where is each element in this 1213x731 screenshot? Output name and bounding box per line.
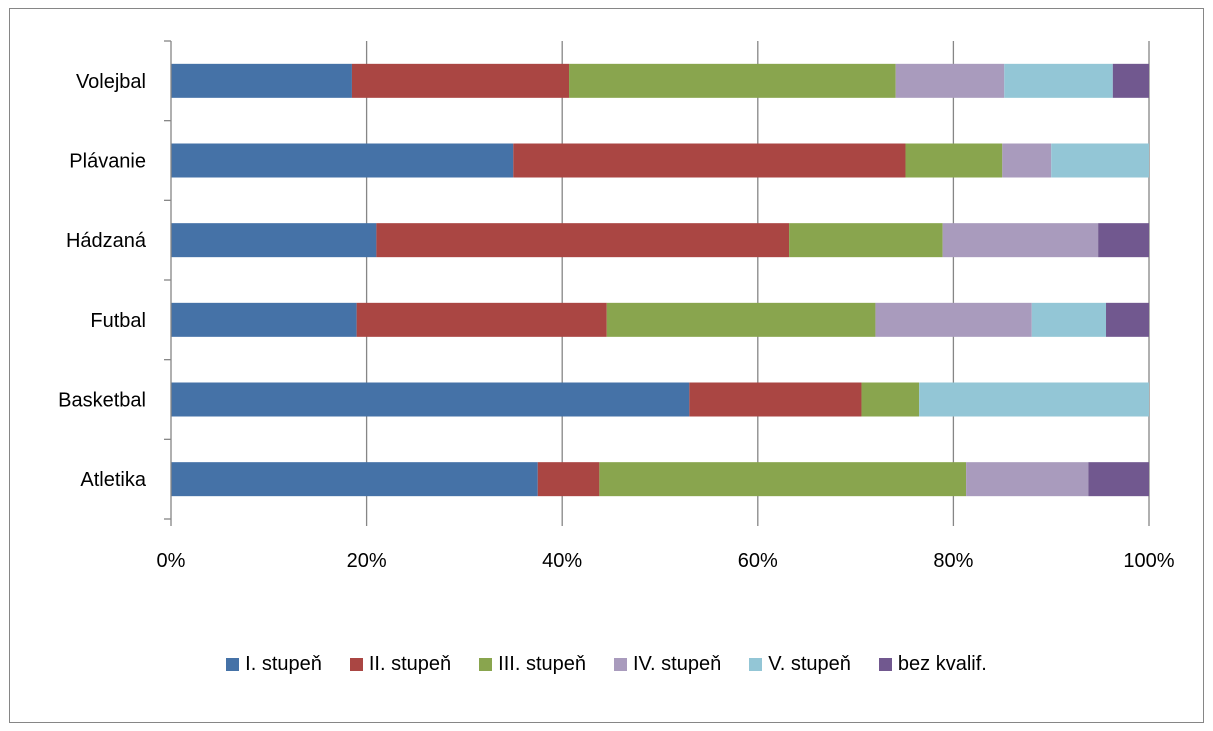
legend-label: III. stupeň [498,652,586,675]
legend-item: bez kvalif. [878,652,987,676]
chart-frame [9,8,1204,723]
bar-segment [599,462,967,497]
bar-segment [895,63,1005,98]
gridlines [365,41,1150,519]
bar-segment [356,302,607,337]
x-tick-label: 0% [157,550,186,572]
tick-labels: 0% 20% 40% 60% 80% 100% Atletika Basketbal Futba… [58,71,1175,572]
x-tick-label: 40% [542,550,582,572]
legend: I. stupeň II. stupeň III. stupeň IV. stupeň… [0,649,1213,679]
x-tick-label: 60% [738,550,778,572]
legend-item: I. stupeň [226,653,322,676]
bar-segment [942,223,1099,258]
x-tick-label: 80% [933,550,973,572]
bar-segment [1051,143,1149,178]
legend-item: III. stupeň [479,653,586,676]
legend-swatch [749,657,763,671]
bar-segment [351,63,570,98]
x-tick-label: 100% [1123,550,1174,572]
bar-segment [1098,223,1149,258]
bar-segment [689,382,862,417]
legend-label: I. stupeň [245,652,322,675]
legend-label: IV. stupeň [633,652,722,675]
bar-segment [1002,143,1052,178]
legend-label: bez kvalif. [897,652,987,675]
bar-segment [1004,63,1113,98]
bar-segment [606,302,876,337]
y-category-label: Hádzaná [66,230,147,252]
legend-swatch [349,657,363,671]
bar-segment [1106,302,1149,337]
bar-segment [789,223,943,258]
y-category-label: Atletika [80,469,146,491]
bar-segment [905,143,1003,178]
legend-swatch [614,657,627,671]
bar-segment [171,143,514,178]
legend-label: II. stupeň [368,652,452,675]
legend-item: II. stupeň [349,652,452,676]
bar-segment [919,382,1149,417]
bar-segment [171,302,357,337]
axes [164,40,1150,526]
bar-segment [171,223,377,258]
y-category-label: Basketbal [58,390,146,412]
legend-label: V. stupeň [768,652,851,675]
legend-swatch [479,657,493,671]
bar-segment [966,462,1089,497]
bar-segment [1088,462,1149,497]
bar-segment [537,462,600,497]
legend-swatch [226,657,240,671]
y-category-label: Futbal [90,310,146,332]
bar-segment [513,143,906,178]
bar-segment [1112,63,1149,98]
y-category-label: Volejbal [76,71,146,93]
x-tick-label: 20% [347,550,387,572]
bar-segment [171,63,352,98]
bar-segment [861,382,920,417]
bar-segment [376,223,790,258]
bar-segment [171,462,538,497]
bar-segment [569,63,896,98]
bars [171,63,1149,497]
bar-segment [1031,302,1107,337]
bar-segment [171,382,690,417]
legend-item: IV. stupeň [614,653,721,676]
y-category-label: Plávanie [69,151,146,173]
bar-segment [875,302,1032,337]
legend-item: V. stupeň [749,653,851,676]
legend-swatch [878,657,892,671]
